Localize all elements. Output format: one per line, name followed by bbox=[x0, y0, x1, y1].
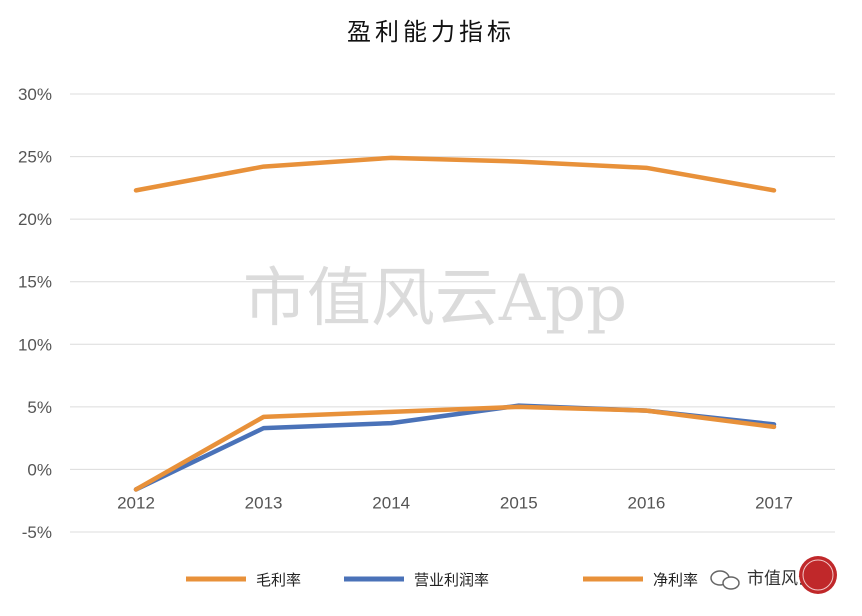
series-line bbox=[133, 404, 777, 492]
x-tick-label: 2013 bbox=[245, 493, 283, 512]
y-tick-label: -5% bbox=[22, 523, 52, 542]
y-tick-label: 25% bbox=[18, 148, 52, 167]
y-tick-label: 10% bbox=[18, 335, 52, 354]
series-line bbox=[133, 403, 777, 492]
gridlines bbox=[70, 93, 835, 533]
legend-label: 营业利润率 bbox=[414, 571, 489, 589]
legend: 毛利率 营业利润率 净利率 bbox=[186, 571, 698, 589]
y-tick-label: 20% bbox=[18, 210, 52, 229]
y-tick-label: 5% bbox=[27, 398, 52, 417]
y-tick-label: 0% bbox=[27, 460, 52, 479]
x-tick-label: 2012 bbox=[117, 493, 155, 512]
series-lines bbox=[133, 155, 777, 492]
y-tick-label: 30% bbox=[18, 85, 52, 104]
y-axis-ticks: -5% 0% 5% 10% 15% 20% 25% 30% bbox=[18, 85, 52, 542]
x-tick-label: 2014 bbox=[372, 493, 410, 512]
brand-text: 市值风云 bbox=[747, 569, 815, 589]
wechat-icon bbox=[710, 570, 740, 590]
watermark-text: 市值风云App bbox=[243, 262, 627, 336]
legend-label: 毛利率 bbox=[256, 571, 301, 589]
x-tick-label: 2016 bbox=[627, 493, 665, 512]
series-line bbox=[133, 155, 777, 193]
x-axis-ticks: 2012 2013 2014 2015 2016 2017 bbox=[117, 493, 793, 512]
x-tick-label: 2017 bbox=[755, 493, 793, 512]
legend-label: 净利率 bbox=[653, 571, 698, 589]
chart-title: 盈利能力指标 bbox=[347, 18, 515, 46]
seal-logo bbox=[799, 556, 837, 594]
x-tick-label: 2015 bbox=[500, 493, 538, 512]
brand-badge: 市值风云 bbox=[710, 556, 837, 594]
y-tick-label: 15% bbox=[18, 273, 52, 292]
